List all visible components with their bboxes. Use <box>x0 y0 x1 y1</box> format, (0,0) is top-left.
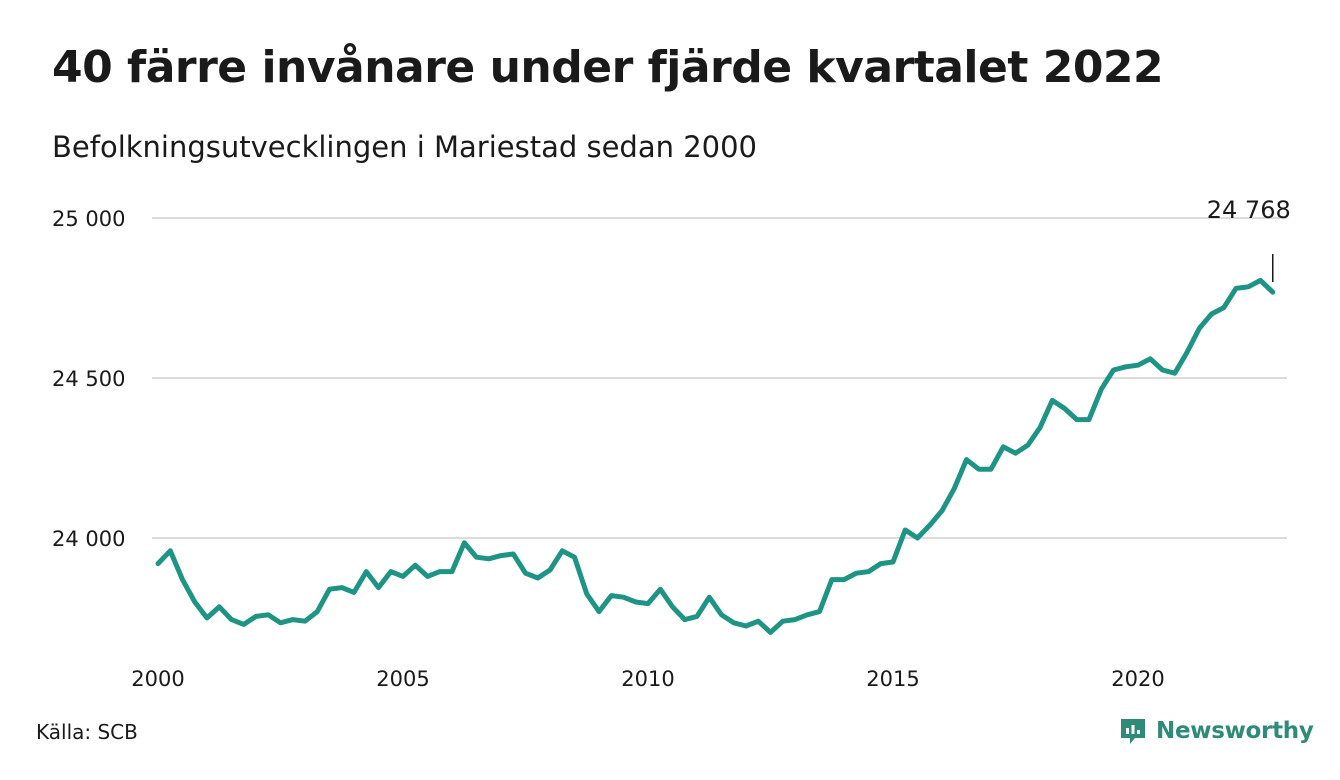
y-tick-label: 25 000 <box>52 207 125 231</box>
newsworthy-logo-icon <box>1121 719 1145 744</box>
source-label: Källa: SCB <box>36 720 138 744</box>
series-layer <box>155 277 1276 635</box>
page-title: 40 färre invånare under fjärde kvartalet… <box>52 42 1164 93</box>
annotation-label: 24 768 <box>1207 196 1291 224</box>
x-tick-label: 2000 <box>131 667 184 691</box>
x-tick-label: 2015 <box>866 667 919 691</box>
x-tick-label: 2010 <box>621 667 674 691</box>
page-subtitle: Befolkningsutvecklingen i Mariestad seda… <box>52 130 758 164</box>
y-tick-label: 24 000 <box>52 527 125 551</box>
x-tick-label: 2020 <box>1111 667 1164 691</box>
brand-name: Newsworthy <box>1156 718 1314 744</box>
y-axis-ticks: 24 000 24 500 25 000 <box>52 207 125 551</box>
grid-lines <box>152 217 1287 539</box>
annotation-layer: 24 768 <box>1207 196 1291 282</box>
y-tick-label: 24 500 <box>52 367 125 391</box>
x-axis-ticks: 2000 2005 2010 2015 2020 <box>131 667 1164 691</box>
x-tick-label: 2005 <box>376 667 429 691</box>
series-line <box>155 277 1276 635</box>
brand-logo-lockup: Newsworthy <box>1118 714 1314 748</box>
